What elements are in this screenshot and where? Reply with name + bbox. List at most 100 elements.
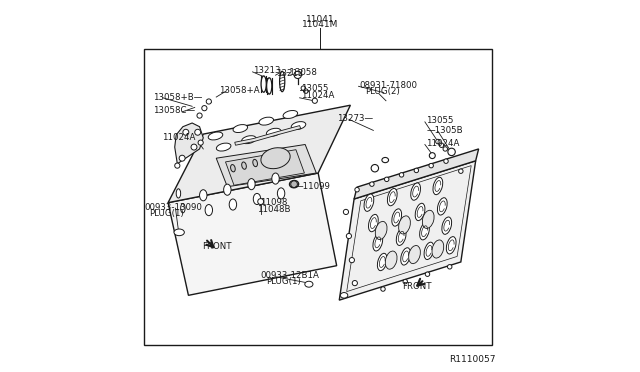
Circle shape — [312, 98, 317, 103]
Circle shape — [195, 129, 201, 135]
Ellipse shape — [216, 143, 231, 151]
Text: R1110057: R1110057 — [449, 355, 496, 364]
Circle shape — [206, 99, 211, 104]
Circle shape — [198, 140, 204, 145]
Ellipse shape — [277, 188, 285, 199]
Ellipse shape — [420, 222, 429, 240]
Circle shape — [448, 148, 455, 155]
Text: 13058C—: 13058C— — [153, 106, 195, 115]
Circle shape — [429, 163, 433, 168]
Ellipse shape — [424, 242, 434, 260]
Text: FRONT: FRONT — [403, 282, 432, 291]
Text: PLUG(2): PLUG(2) — [365, 87, 400, 96]
Ellipse shape — [364, 194, 374, 211]
Ellipse shape — [369, 214, 378, 232]
Ellipse shape — [233, 125, 248, 132]
Circle shape — [346, 234, 351, 238]
Text: 11048B: 11048B — [257, 205, 291, 214]
Ellipse shape — [291, 122, 306, 129]
Ellipse shape — [340, 292, 348, 298]
Text: 00933-13090: 00933-13090 — [145, 203, 203, 212]
Ellipse shape — [375, 221, 387, 240]
Text: 13212: 13212 — [276, 69, 304, 78]
Ellipse shape — [283, 110, 298, 118]
Ellipse shape — [433, 177, 443, 195]
Circle shape — [355, 187, 359, 192]
Ellipse shape — [373, 234, 383, 251]
Ellipse shape — [253, 193, 260, 205]
Text: 11041M: 11041M — [302, 20, 338, 29]
Polygon shape — [168, 105, 350, 203]
Ellipse shape — [261, 76, 266, 92]
Text: 11024A: 11024A — [301, 91, 334, 100]
Ellipse shape — [442, 217, 452, 234]
Ellipse shape — [401, 248, 410, 265]
Ellipse shape — [382, 157, 388, 163]
Ellipse shape — [446, 237, 456, 254]
Ellipse shape — [223, 184, 231, 195]
Ellipse shape — [230, 164, 236, 172]
Text: 13055: 13055 — [301, 84, 328, 93]
Polygon shape — [339, 161, 476, 300]
Text: PLUG(1): PLUG(1) — [150, 209, 184, 218]
Circle shape — [459, 169, 463, 173]
Circle shape — [175, 163, 180, 168]
Circle shape — [179, 155, 185, 161]
Ellipse shape — [385, 251, 397, 269]
Polygon shape — [216, 144, 316, 187]
Text: 13058+A: 13058+A — [219, 86, 260, 95]
Polygon shape — [168, 173, 337, 295]
Ellipse shape — [180, 203, 185, 213]
Text: FRONT: FRONT — [202, 242, 232, 251]
Ellipse shape — [280, 71, 285, 92]
Ellipse shape — [408, 246, 420, 264]
Ellipse shape — [200, 190, 207, 201]
Text: 08931-71800: 08931-71800 — [360, 81, 418, 90]
Polygon shape — [175, 123, 204, 164]
Ellipse shape — [399, 216, 410, 234]
Circle shape — [294, 71, 301, 78]
Ellipse shape — [411, 183, 420, 200]
Ellipse shape — [208, 132, 223, 140]
Circle shape — [352, 280, 357, 286]
Ellipse shape — [229, 199, 237, 210]
Circle shape — [385, 177, 389, 182]
Text: —1305B: —1305B — [426, 126, 463, 135]
Ellipse shape — [248, 179, 255, 190]
Circle shape — [371, 164, 378, 172]
Ellipse shape — [176, 189, 180, 198]
Text: 11024A: 11024A — [163, 133, 196, 142]
Ellipse shape — [272, 173, 279, 184]
Ellipse shape — [253, 159, 257, 167]
Text: 13058+B—: 13058+B— — [153, 93, 203, 102]
Ellipse shape — [289, 180, 299, 188]
Text: 13273—: 13273— — [337, 114, 373, 123]
Text: 11024A: 11024A — [426, 139, 460, 148]
Circle shape — [403, 279, 408, 284]
Ellipse shape — [264, 157, 269, 164]
Ellipse shape — [437, 198, 447, 215]
Ellipse shape — [174, 229, 184, 235]
Ellipse shape — [261, 148, 290, 169]
Ellipse shape — [259, 117, 273, 125]
Text: –13058: –13058 — [285, 68, 317, 77]
Circle shape — [439, 143, 444, 147]
Ellipse shape — [242, 162, 246, 169]
Polygon shape — [225, 150, 305, 185]
Ellipse shape — [415, 203, 425, 221]
Circle shape — [202, 106, 207, 111]
Ellipse shape — [396, 228, 406, 246]
Circle shape — [291, 181, 298, 187]
Circle shape — [436, 139, 440, 144]
Circle shape — [343, 209, 349, 215]
Ellipse shape — [241, 136, 256, 144]
Ellipse shape — [378, 253, 387, 271]
Ellipse shape — [392, 209, 401, 226]
Circle shape — [444, 159, 448, 163]
Circle shape — [183, 129, 189, 135]
Circle shape — [425, 272, 429, 276]
Text: —11099: —11099 — [295, 182, 331, 191]
Text: 00933-12B1A: 00933-12B1A — [260, 271, 319, 280]
Circle shape — [381, 287, 385, 291]
Ellipse shape — [275, 154, 280, 161]
